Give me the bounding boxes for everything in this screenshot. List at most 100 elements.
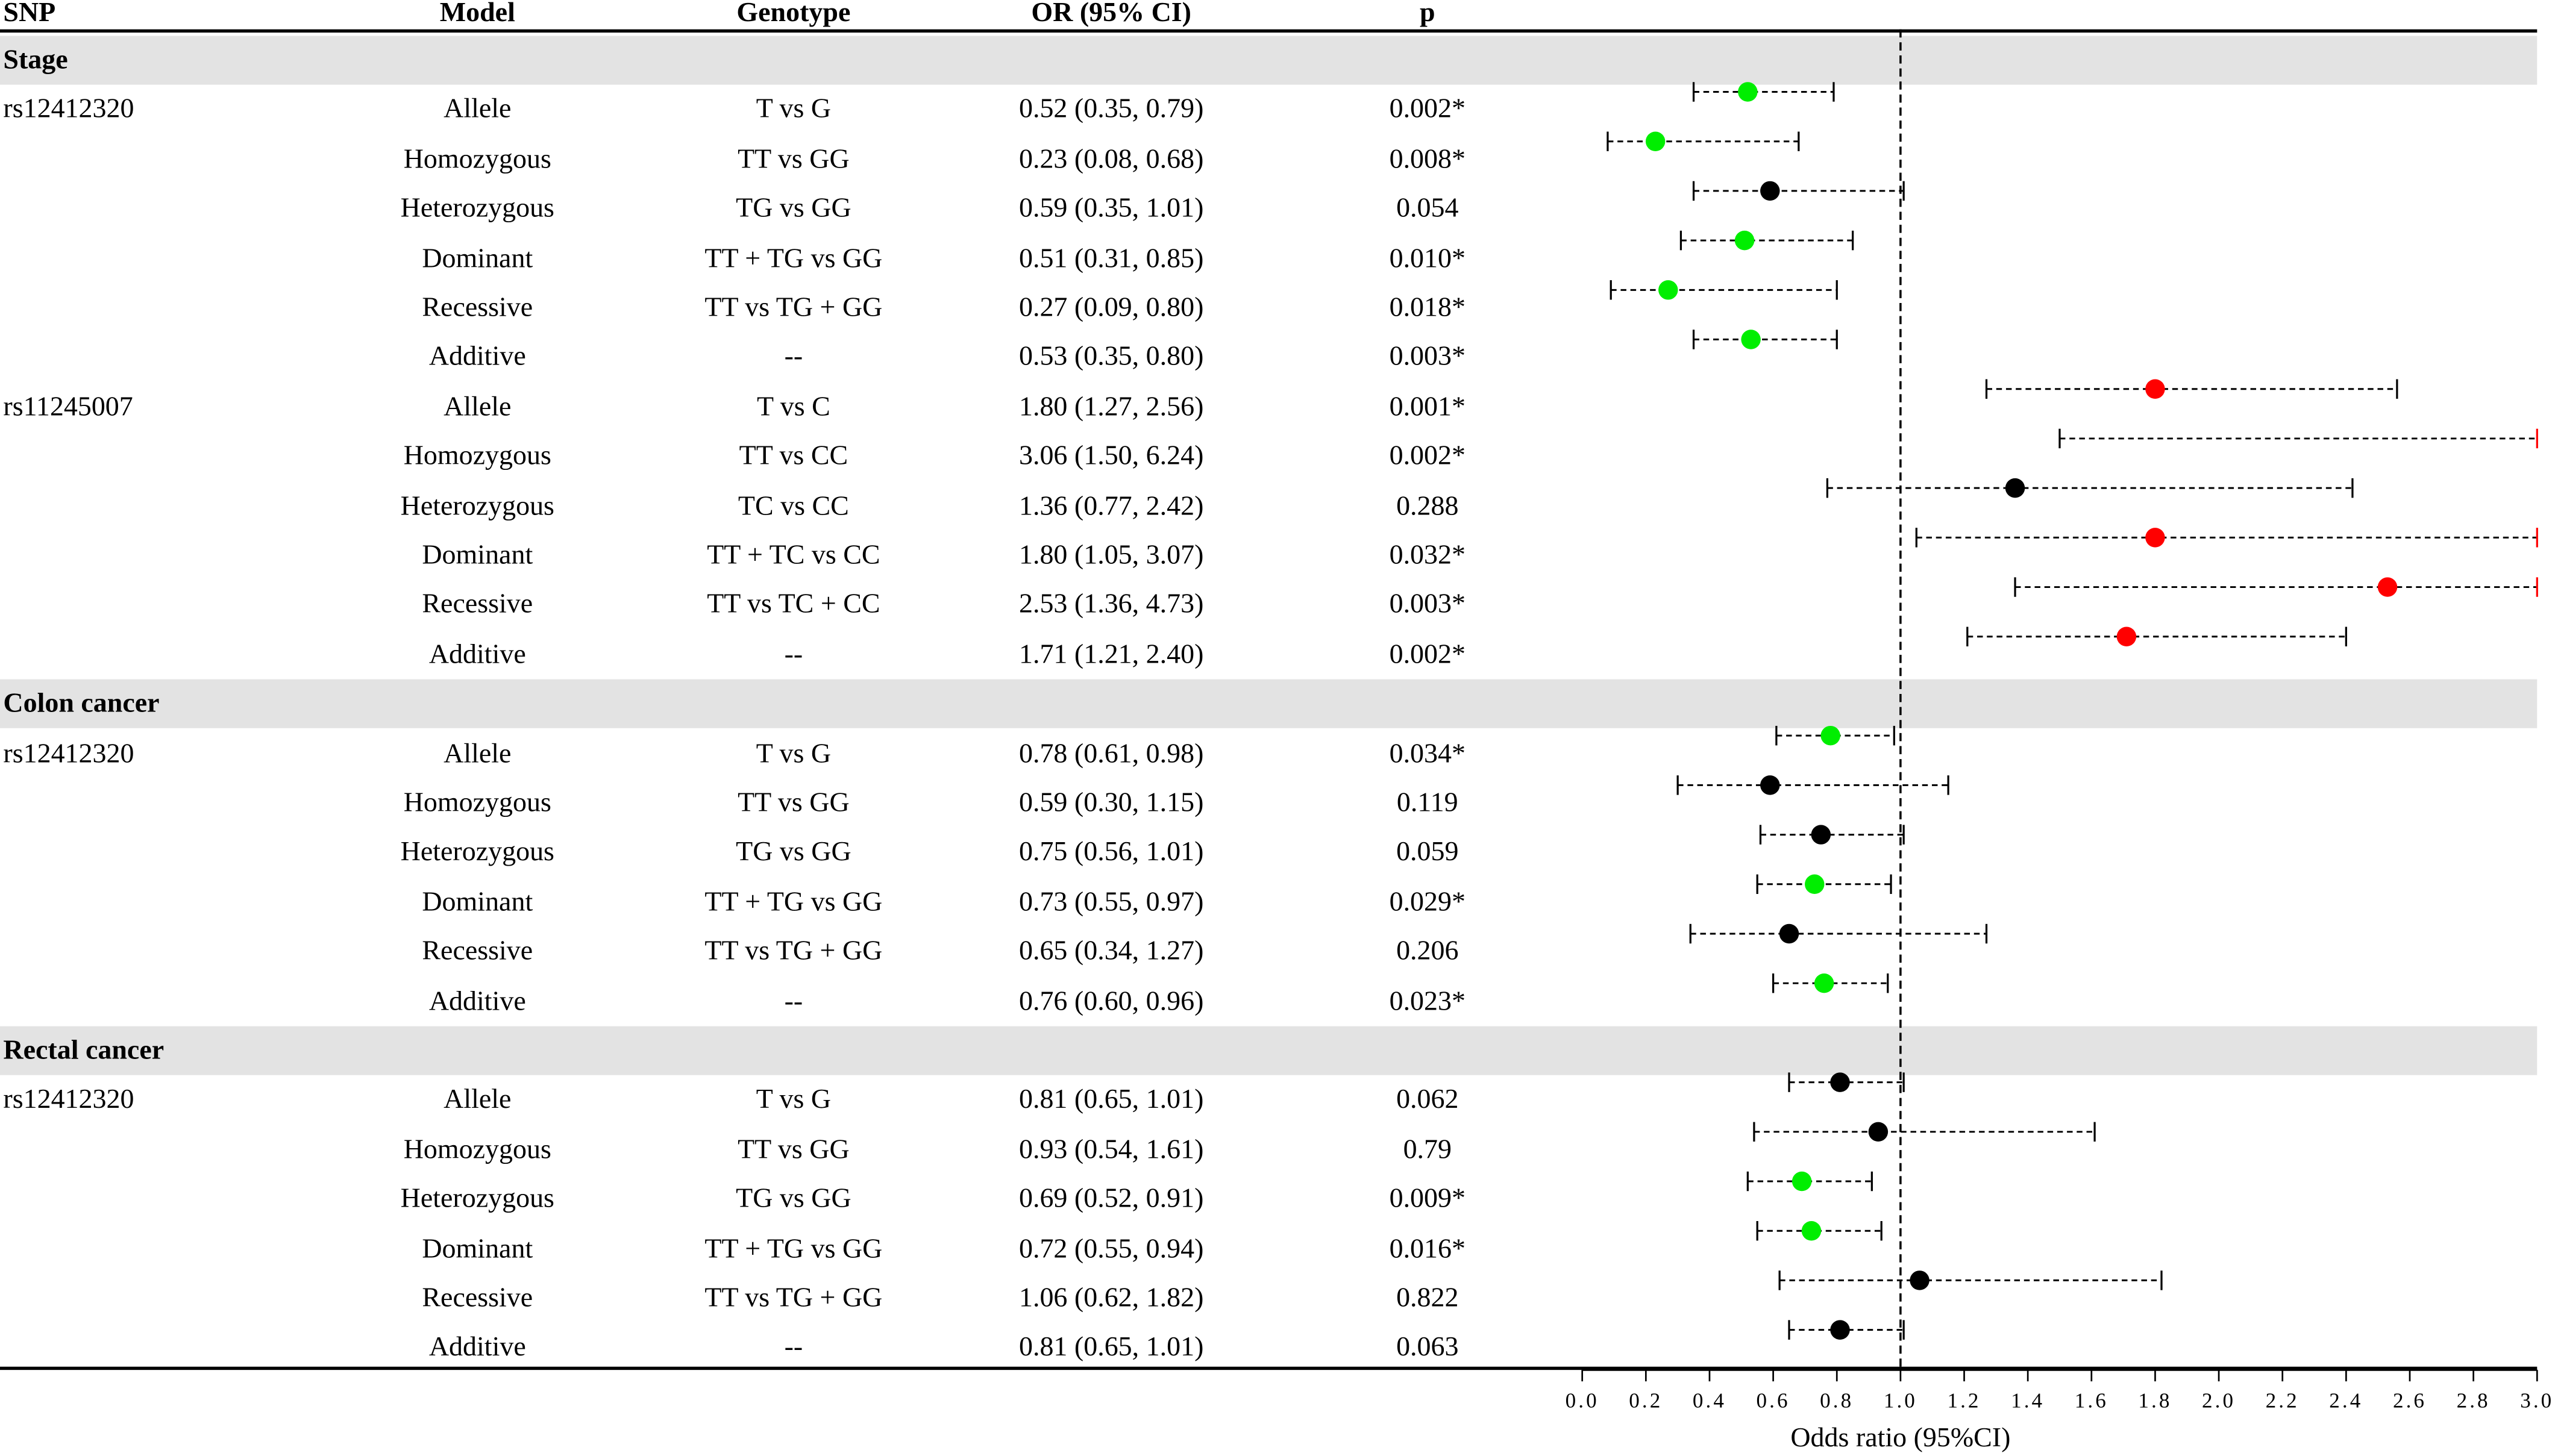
or-ci-cell: 0.53 (0.35, 0.80) [1018, 341, 1204, 372]
header-p: p [1419, 0, 1435, 28]
genotype-cell: TT vs GG [738, 787, 850, 818]
genotype-cell: TG vs GG [736, 1183, 851, 1214]
x-tick-label: 2.2 [2266, 1389, 2300, 1412]
x-tick-label: 0.0 [1566, 1389, 1599, 1412]
or-ci-cell: 0.51 (0.31, 0.85) [1018, 242, 1204, 273]
or-ci-cell: 0.65 (0.34, 1.27) [1018, 935, 1204, 967]
genotype-cell: T vs G [756, 93, 832, 125]
section-band: Stage [0, 36, 2538, 85]
model-cell: Recessive [422, 1282, 533, 1313]
p-value-cell: 0.003* [1389, 341, 1466, 372]
or-ci-cell: 1.06 (0.62, 1.82) [1018, 1282, 1204, 1313]
section-band: Colon cancer [0, 680, 2538, 729]
or-ci-cell: 1.71 (1.21, 2.40) [1018, 638, 1204, 669]
point-estimate [1820, 725, 1840, 746]
p-value-cell: 0.008* [1389, 143, 1466, 174]
genotype-cell: -- [784, 341, 803, 372]
point-estimate [1830, 1072, 1850, 1092]
point-estimate [1734, 230, 1755, 251]
model-cell: Allele [444, 390, 512, 422]
or-ci-cell: 1.80 (1.27, 2.56) [1018, 390, 1204, 422]
x-tick-label: 1.4 [2011, 1389, 2045, 1412]
point-estimate [1760, 775, 1780, 795]
p-value-cell: 0.018* [1389, 292, 1466, 323]
header-model: Model [439, 0, 515, 28]
p-value-cell: 0.016* [1389, 1232, 1466, 1264]
x-tick-label: 1.6 [2075, 1389, 2108, 1412]
genotype-cell: TC vs CC [738, 489, 849, 521]
model-cell: Heterozygous [400, 489, 554, 521]
model-cell: Additive [428, 638, 526, 669]
snp-cell: rs11245007 [3, 390, 133, 422]
model-cell: Homozygous [403, 440, 551, 471]
genotype-cell: T vs G [756, 1084, 832, 1115]
point-estimate [1814, 973, 1834, 993]
model-cell: Heterozygous [400, 192, 554, 223]
model-cell: Homozygous [403, 787, 551, 818]
point-estimate [2145, 528, 2165, 548]
or-ci-cell: 0.76 (0.60, 0.96) [1018, 984, 1204, 1016]
model-cell: Heterozygous [400, 836, 554, 867]
p-value-cell: 0.001* [1389, 390, 1466, 422]
or-ci-cell: 0.93 (0.54, 1.61) [1018, 1133, 1204, 1164]
section-band: Rectal cancer [0, 1026, 2538, 1075]
or-ci-cell: 0.78 (0.61, 0.98) [1018, 737, 1204, 769]
point-estimate [2145, 379, 2165, 399]
x-axis-title: Odds ratio (95%CI) [1790, 1422, 2010, 1452]
genotype-cell: TG vs GG [736, 192, 851, 223]
point-estimate [1868, 1122, 1889, 1142]
snp-cell: rs12412320 [3, 1084, 134, 1115]
point-estimate [1830, 1320, 1850, 1340]
model-cell: Homozygous [403, 1133, 551, 1164]
point-estimate [1738, 82, 1758, 102]
point-estimate [2116, 626, 2137, 646]
point-estimate [1910, 1270, 1930, 1290]
p-value-cell: 0.054 [1396, 192, 1459, 223]
x-tick-label: 2.0 [2202, 1389, 2236, 1412]
or-ci-cell: 0.27 (0.09, 0.80) [1018, 292, 1204, 323]
point-estimate [1805, 874, 1825, 895]
genotype-cell: TT vs TG + GG [704, 935, 883, 967]
model-cell: Dominant [422, 1232, 533, 1264]
model-cell: Additive [428, 984, 526, 1016]
p-value-cell: 0.002* [1389, 638, 1466, 669]
p-value-cell: 0.119 [1396, 787, 1458, 818]
model-cell: Recessive [422, 935, 533, 967]
point-estimate [1792, 1171, 1812, 1192]
or-ci-cell: 0.81 (0.65, 1.01) [1018, 1084, 1204, 1115]
genotype-cell: TT vs GG [738, 143, 850, 174]
p-value-cell: 0.059 [1396, 836, 1459, 867]
point-estimate [2377, 577, 2398, 597]
or-ci-cell: 0.73 (0.55, 0.97) [1018, 886, 1204, 917]
p-value-cell: 0.062 [1396, 1084, 1459, 1115]
genotype-cell: TT + TG vs GG [704, 1232, 883, 1264]
x-tick-label: 0.2 [1629, 1389, 1663, 1412]
bottom-rule [0, 1366, 2538, 1370]
model-cell: Recessive [422, 589, 533, 620]
p-value-cell: 0.032* [1389, 539, 1466, 570]
or-ci-cell: 0.81 (0.65, 1.01) [1018, 1331, 1204, 1363]
or-ci-cell: 0.69 (0.52, 0.91) [1018, 1183, 1204, 1214]
point-estimate [1760, 181, 1780, 201]
genotype-cell: TT + TG vs GG [704, 886, 883, 917]
p-value-cell: 0.79 [1403, 1133, 1452, 1164]
p-value-cell: 0.029* [1389, 886, 1466, 917]
model-cell: Allele [444, 93, 512, 125]
genotype-cell: -- [784, 984, 803, 1016]
or-ci-cell: 2.53 (1.36, 4.73) [1018, 589, 1204, 620]
p-value-cell: 0.003* [1389, 589, 1466, 620]
x-tick-label: 0.8 [1820, 1389, 1854, 1412]
or-ci-cell: 0.59 (0.35, 1.01) [1018, 192, 1204, 223]
p-value-cell: 0.002* [1389, 93, 1466, 125]
model-cell: Homozygous [403, 143, 551, 174]
or-ci-cell: 0.75 (0.56, 1.01) [1018, 836, 1204, 867]
p-value-cell: 0.822 [1396, 1282, 1459, 1313]
point-estimate [1645, 131, 1666, 151]
or-ci-cell: 1.36 (0.77, 2.42) [1018, 489, 1204, 521]
p-value-cell: 0.034* [1389, 737, 1466, 769]
x-tick-label: 2.4 [2329, 1389, 2363, 1412]
genotype-cell: TG vs GG [736, 836, 851, 867]
model-cell: Allele [444, 737, 512, 769]
genotype-cell: TT vs TG + GG [704, 292, 883, 323]
